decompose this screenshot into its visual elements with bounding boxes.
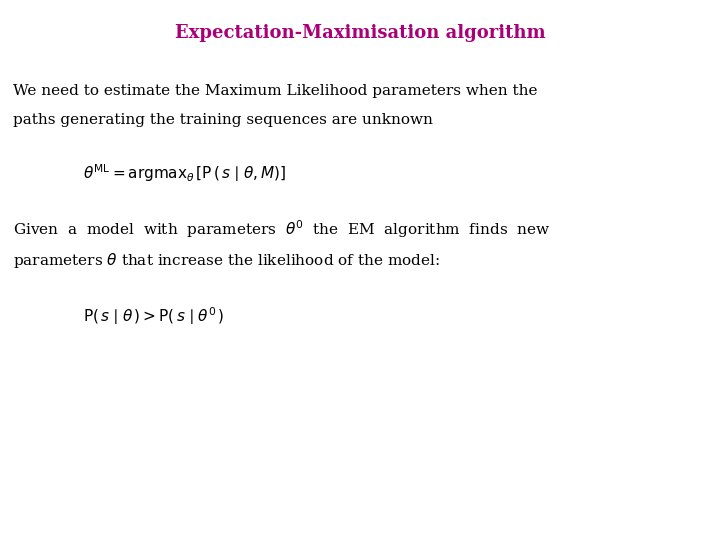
Text: parameters $\theta$ that increase the likelihood of the model:: parameters $\theta$ that increase the li… bbox=[13, 251, 440, 270]
Text: paths generating the training sequences are unknown: paths generating the training sequences … bbox=[13, 113, 433, 127]
Text: Given  a  model  with  parameters  $\theta^{0}$  the  EM  algorithm  finds  new: Given a model with parameters $\theta^{0… bbox=[13, 219, 550, 240]
Text: Expectation-Maximisation algorithm: Expectation-Maximisation algorithm bbox=[175, 24, 545, 42]
Text: $\theta^{\mathrm{ML}} = \mathrm{argmax}_{\theta}\, [\mathrm{P}\,( \, s \mid \the: $\theta^{\mathrm{ML}} = \mathrm{argmax}_… bbox=[83, 162, 287, 184]
Text: We need to estimate the Maximum Likelihood parameters when the: We need to estimate the Maximum Likeliho… bbox=[13, 84, 537, 98]
Text: $\mathrm{P}(\, s \mid \theta\,) > \mathrm{P}(\, s\mid \theta^{0}\,)$: $\mathrm{P}(\, s \mid \theta\,) > \mathr… bbox=[83, 305, 225, 327]
